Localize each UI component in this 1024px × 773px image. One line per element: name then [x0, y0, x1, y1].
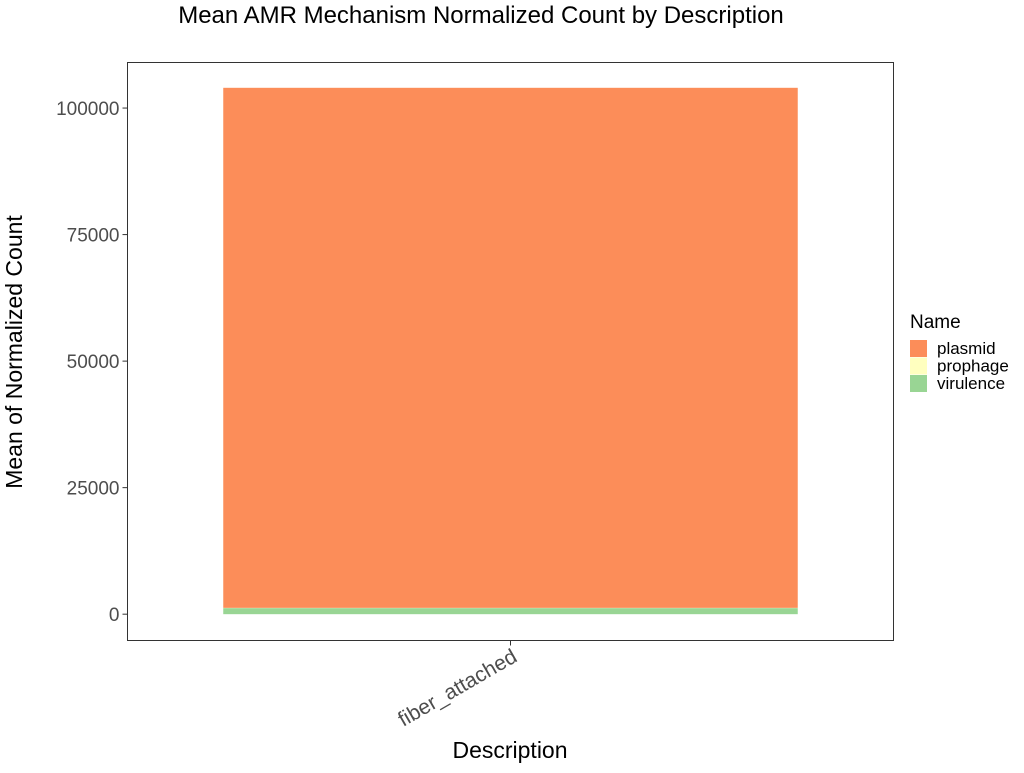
- x-axis: fiber_attached: [394, 641, 521, 732]
- y-axis: 0 25000 50000 75000 100000: [56, 99, 127, 626]
- bars-layer: [223, 88, 798, 614]
- x-axis-title: Description: [452, 737, 567, 763]
- bar-plasmid-fiber_attached: [223, 88, 798, 608]
- legend-label-prophage: prophage: [937, 357, 1009, 376]
- y-tick-label-2: 50000: [67, 352, 120, 373]
- legend-swatch-virulence: [910, 375, 927, 392]
- legend-swatch-plasmid: [910, 340, 927, 357]
- y-tick-label-3: 75000: [67, 226, 120, 247]
- y-tick-label-1: 25000: [67, 479, 120, 500]
- y-tick-label-4: 100000: [56, 99, 119, 120]
- y-tick-label-0: 0: [109, 605, 120, 626]
- x-tick-label-0: fiber_attached: [394, 645, 521, 731]
- bar-virulence-fiber_attached: [223, 608, 798, 614]
- legend-label-virulence: virulence: [937, 374, 1005, 393]
- legend-title: Name: [910, 312, 961, 333]
- chart-title: Mean AMR Mechanism Normalized Count by D…: [178, 2, 784, 29]
- legend-swatch-prophage: [910, 358, 927, 375]
- legend-label-plasmid: plasmid: [937, 339, 996, 358]
- y-axis-title: Mean of Normalized Count: [1, 215, 27, 489]
